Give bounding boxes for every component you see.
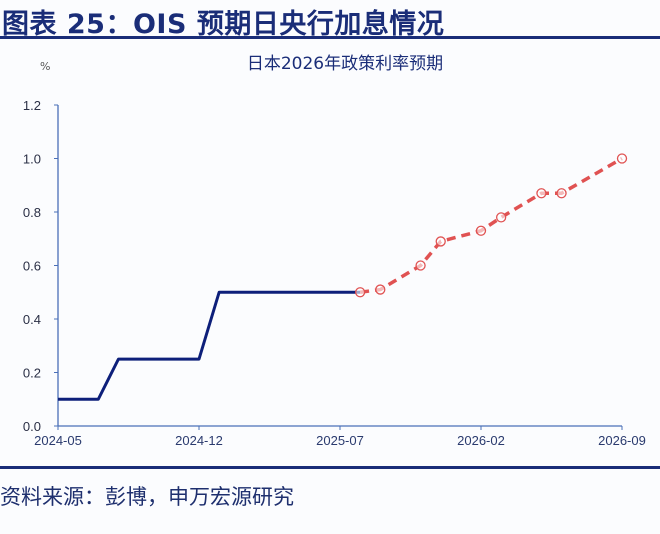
data-point-marker — [475, 225, 487, 236]
x-tick-label: 2025-07 — [316, 433, 364, 448]
x-tick-label: 2026-02 — [457, 433, 505, 448]
y-tick-label: 0.6 — [23, 259, 41, 274]
historical-rate-line — [58, 290, 361, 401]
figure-title: 图表 25：OIS 预期日央行加息情况 — [2, 9, 445, 40]
line-chart: 日本2026年政策利率预期% 0.0 0.2 0.4 0.6 0.8 1.0 1.2 2024-… — [23, 54, 646, 448]
data-point-marker — [415, 260, 426, 271]
y-tick-label: 0.0 — [23, 419, 41, 434]
data-point-marker — [375, 284, 386, 295]
source-divider — [0, 466, 660, 469]
x-tick-label: 2026-09 — [598, 433, 646, 448]
data-point-marker — [495, 212, 507, 223]
source-note: 资料来源：彭博，申万宏源研究 — [0, 485, 294, 509]
y-tick-label: 0.2 — [23, 366, 41, 381]
data-point-marker — [556, 188, 567, 199]
y-tick-label: 1.2 — [23, 98, 41, 113]
data-point-marker — [435, 236, 446, 247]
y-tick-label: 0.8 — [23, 205, 41, 220]
x-tick-label: 2024-12 — [175, 433, 223, 448]
chart-title: 日本2026年政策利率预期 — [247, 54, 443, 74]
y-unit-label: % — [40, 60, 50, 73]
y-tick-label: 1.0 — [23, 152, 41, 167]
data-point-marker — [536, 188, 547, 199]
title-divider — [0, 36, 660, 39]
x-tick-label: 2024-05 — [34, 433, 82, 448]
data-point-marker — [616, 153, 628, 164]
ois-expectation-line — [359, 156, 623, 294]
y-tick-label: 0.4 — [23, 312, 41, 327]
data-point-marker — [354, 287, 366, 298]
